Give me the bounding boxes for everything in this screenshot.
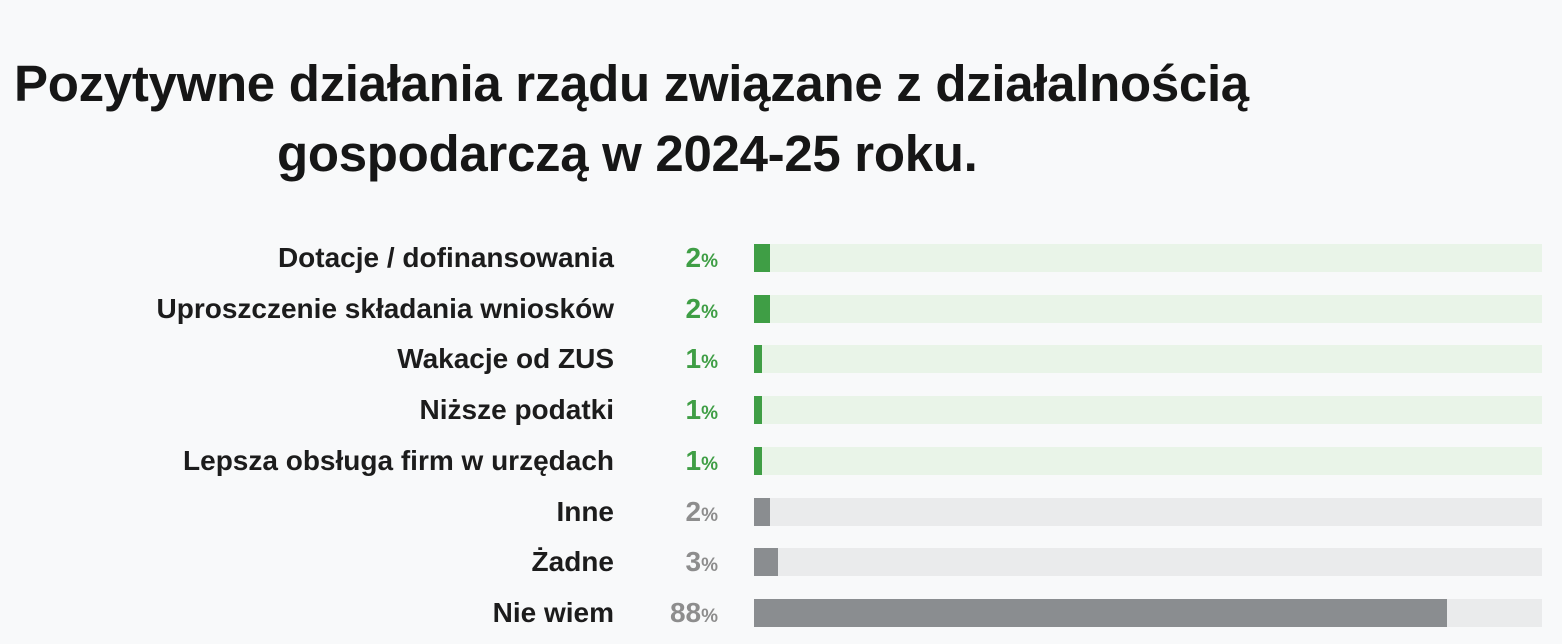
bar-track <box>754 396 1542 424</box>
category-label: Niższe podatki <box>419 394 614 425</box>
value-label: 1% <box>685 445 718 476</box>
value-label: 2% <box>685 496 718 527</box>
value-label: 3% <box>685 546 718 577</box>
category-label: Wakacje od ZUS <box>397 343 614 374</box>
bar-track <box>754 548 1542 576</box>
chart-title-line-2: gospodarczą w 2024-25 roku. <box>277 125 978 182</box>
value-label: 2% <box>685 293 718 324</box>
bar-track <box>754 244 1542 272</box>
category-label: Uproszczenie składania wniosków <box>156 293 614 324</box>
bar <box>754 498 770 526</box>
bar <box>754 447 762 475</box>
category-label: Żadne <box>531 546 614 577</box>
bar-track <box>754 295 1542 323</box>
value-label: 1% <box>685 394 718 425</box>
bar-track <box>754 345 1542 373</box>
bar <box>754 345 762 373</box>
value-label: 88% <box>669 597 718 628</box>
bar-track <box>754 447 1542 475</box>
bar <box>754 396 762 424</box>
bar <box>754 599 1447 627</box>
value-label: 2% <box>685 242 718 273</box>
bar <box>754 548 778 576</box>
category-label: Nie wiem <box>492 597 614 628</box>
chart-title-line-1: Pozytywne działania rządu związane z dzi… <box>14 55 1249 112</box>
category-label: Lepsza obsługa firm w urzędach <box>183 445 614 476</box>
bar <box>754 244 770 272</box>
category-label: Dotacje / dofinansowania <box>277 242 614 273</box>
bar <box>754 295 770 323</box>
value-label: 1% <box>685 343 718 374</box>
category-label: Inne <box>556 496 614 527</box>
bar-track <box>754 498 1542 526</box>
